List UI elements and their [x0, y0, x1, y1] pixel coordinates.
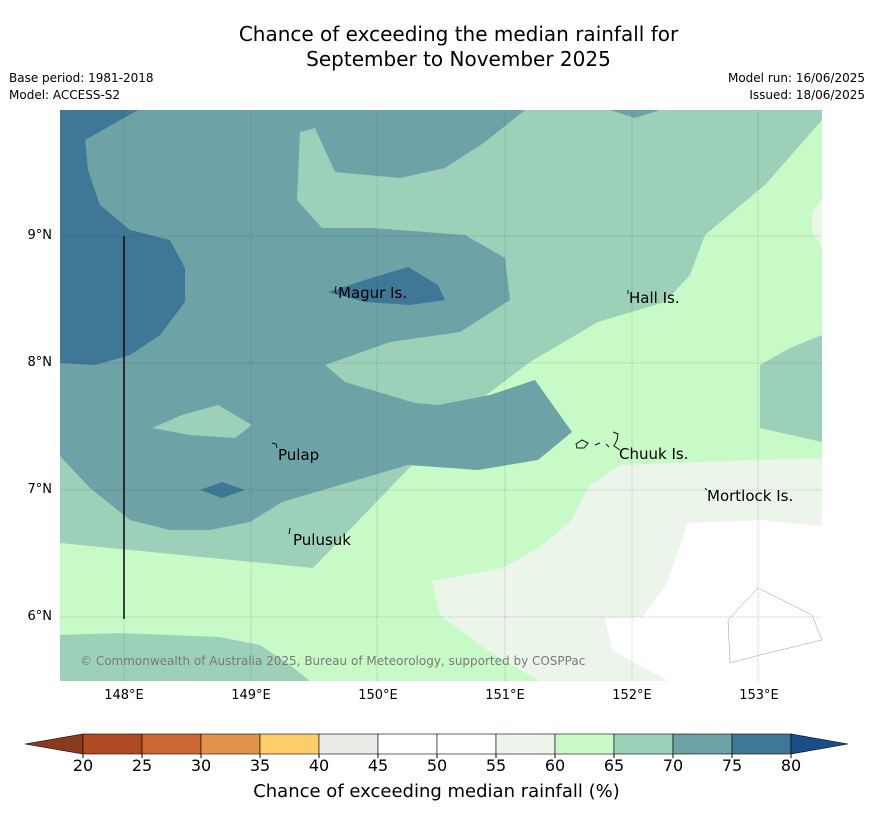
legend-swatch-45-50	[377, 733, 438, 755]
zone-55-60-ne	[812, 200, 822, 248]
zone-65-70-patch	[152, 405, 252, 438]
legend-tick-label: 30	[190, 756, 212, 775]
place-label-chuuk: Chuuk Is.	[619, 445, 689, 463]
lon-label-148e: 148°E	[104, 688, 144, 703]
zone-65-70-south	[60, 633, 310, 681]
legend-swatch-25-30	[141, 733, 202, 755]
legend-arrow-low	[24, 733, 84, 755]
legend-tick-label: 70	[662, 756, 684, 775]
legend-tick-label: 20	[72, 756, 94, 775]
lon-label-151e: 151°E	[485, 688, 525, 703]
place-label-hall: Hall Is.	[629, 289, 680, 307]
lat-label-9n: 9°N	[27, 228, 53, 243]
title-line-1: Chance of exceeding the median rainfall …	[238, 22, 679, 46]
place-label-pulusuk: Pulusuk	[293, 531, 351, 549]
rainfall-map[interactable]	[60, 110, 822, 681]
legend-swatch-55-60	[495, 733, 556, 755]
legend-swatch-65-70	[613, 733, 674, 755]
lon-label-152e: 152°E	[612, 688, 652, 703]
zone-65-70-east	[760, 335, 822, 442]
map-title: Chance of exceeding the median rainfall …	[0, 22, 873, 72]
legend-tick-label: 55	[485, 756, 507, 775]
legend-swatch-60-65	[554, 733, 615, 755]
zone-75-80-magur	[328, 267, 445, 305]
legend-swatch-75-80	[731, 733, 792, 755]
legend-tick-label: 60	[544, 756, 566, 775]
legend-tick-label: 25	[131, 756, 153, 775]
lat-label-6n: 6°N	[27, 609, 53, 624]
legend-colorbar	[24, 733, 849, 758]
legend-tick-label: 65	[603, 756, 625, 775]
chuuk-lagoon-shape	[575, 431, 621, 451]
place-label-pulap: Pulap	[278, 446, 320, 464]
lat-label-8n: 8°N	[27, 355, 53, 370]
legend-tick-label: 50	[426, 756, 448, 775]
zone-70-75-east	[610, 110, 660, 118]
legend-title: Chance of exceeding median rainfall (%)	[253, 781, 620, 802]
lat-label-7n: 7°N	[27, 482, 53, 497]
legend-swatch-40-45	[318, 733, 379, 755]
pulusuk-island-shape	[288, 527, 291, 535]
legend-tick-label: 40	[308, 756, 330, 775]
legend-arrow-high	[790, 733, 849, 755]
legend-swatch-20-25	[82, 733, 143, 755]
issued-date: Issued: 18/06/2025	[749, 88, 865, 102]
pulap-island-shape	[271, 442, 278, 449]
legend-tick-label: 35	[249, 756, 271, 775]
legend-swatch-50-55	[436, 733, 497, 755]
model-run: Model run: 16/06/2025	[727, 71, 865, 85]
copyright-notice: © Commonwealth of Australia 2025, Bureau…	[80, 654, 586, 668]
zone-45-55	[605, 520, 822, 681]
mortlock-island-shape	[704, 487, 708, 491]
place-label-magur: Magur Is.	[338, 284, 408, 302]
legend-swatch-35-40	[259, 733, 320, 755]
model-info: Base period: 1981-2018 Model: ACCESS-S2	[9, 70, 154, 104]
lon-label-150e: 150°E	[358, 688, 398, 703]
magur-island-shape	[334, 285, 338, 295]
zone-75-80	[60, 110, 185, 365]
eez-outline	[727, 587, 822, 664]
legend-tick-label: 80	[780, 756, 802, 775]
place-label-mortlock: Mortlock Is.	[707, 487, 794, 505]
legend-swatch-30-35	[200, 733, 261, 755]
graticule	[60, 110, 822, 681]
model-name: Model: ACCESS-S2	[9, 88, 121, 102]
legend-swatch-70-75	[672, 733, 733, 755]
lon-label-149e: 149°E	[231, 688, 271, 703]
legend-tick-label: 75	[721, 756, 743, 775]
islands	[271, 285, 708, 535]
title-line-2: September to November 2025	[306, 47, 611, 71]
base-period: Base period: 1981-2018	[9, 71, 154, 85]
legend-tick-label: 45	[367, 756, 389, 775]
lon-label-153e: 153°E	[739, 688, 779, 703]
run-info: Model run: 16/06/2025 Issued: 18/06/2025	[728, 70, 865, 104]
